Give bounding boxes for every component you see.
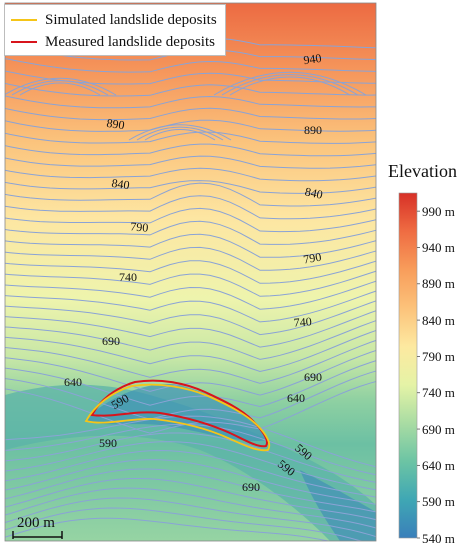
contour-label: 840 (111, 176, 131, 192)
colorbar-ramp (398, 192, 418, 539)
legend-item-measured: Measured landslide deposits (11, 31, 215, 53)
contour-label: 890 (106, 116, 126, 132)
contour-line (5, 381, 376, 434)
contour-line (11, 80, 109, 96)
contour-label: 690 (102, 334, 120, 348)
contour-line (5, 339, 376, 384)
contour-line (5, 415, 376, 468)
contour-label: 790 (130, 219, 149, 235)
contour-line (5, 487, 376, 529)
map-frame (4, 2, 377, 542)
contour-label: 690 (242, 480, 260, 494)
colorbar (398, 192, 420, 539)
contour-label: 740 (119, 270, 137, 284)
colorbar-tick-label: 740 m (422, 385, 455, 401)
measured-line-swatch (11, 41, 37, 43)
contour-line (5, 143, 376, 157)
contour-line (5, 432, 376, 483)
contour-label: 590 (99, 436, 117, 450)
contour-line (221, 74, 359, 96)
terrain-fill (5, 3, 376, 541)
contour-line (5, 195, 376, 220)
colorbar-tick-label: 690 m (422, 421, 455, 437)
contour-label: 640 (287, 391, 305, 405)
legend: Simulated landslide deposits Measured la… (4, 4, 226, 56)
contour-line (5, 441, 376, 491)
contour-line (5, 180, 376, 194)
valley-fill (5, 384, 376, 541)
contour-line (128, 124, 232, 141)
contour-line (5, 478, 376, 521)
contour-line (229, 76, 351, 96)
contour-line (5, 459, 376, 505)
contour-line (213, 71, 367, 96)
contour-label: 790 (302, 250, 322, 267)
contour-line (5, 182, 376, 207)
contour-line (5, 77, 117, 96)
contour-line (5, 468, 376, 513)
contour-label: 740 (293, 314, 312, 329)
contour-line (5, 119, 376, 132)
colorbar-title: Elevation (388, 161, 457, 181)
contour-line (5, 131, 376, 144)
contour-line (5, 280, 376, 310)
contour-line (5, 270, 376, 297)
colorbar-tick-marks (417, 210, 420, 539)
contour-line (5, 220, 376, 245)
simulated-line-swatch (11, 19, 37, 21)
contour-line (5, 449, 376, 498)
scale-bar-label: 200 m (17, 515, 55, 531)
contour-line (5, 497, 376, 538)
colorbar-tick-label: 790 m (422, 348, 455, 364)
contour-label: 940 (303, 51, 323, 67)
contour-line (5, 107, 376, 121)
contour-line (5, 167, 376, 182)
contour-lines (5, 33, 376, 541)
contour-line (5, 320, 376, 360)
contour-label: 840 (304, 184, 325, 201)
colorbar-tick-label: 590 m (422, 494, 455, 510)
contour-line (5, 517, 331, 541)
contour-line (5, 233, 376, 258)
contour-label: 640 (64, 375, 82, 389)
contour-line (5, 246, 376, 271)
simulated-deposit-outline (84, 383, 271, 452)
contour-line (136, 126, 224, 141)
legend-label-measured: Measured landslide deposits (45, 33, 215, 50)
contour-line (5, 155, 376, 169)
colorbar-tick-label: 890 m (422, 276, 455, 292)
contour-line (5, 57, 376, 73)
colorbar-tick-label: 840 m (422, 312, 455, 328)
contour-label: 690 (304, 370, 322, 384)
contour-line (5, 260, 376, 284)
contour-label: 890 (304, 123, 322, 137)
scale-bar (12, 531, 63, 539)
colorbar-tick-label: 640 m (422, 457, 455, 473)
contour-line (5, 370, 376, 420)
contour-line (5, 300, 376, 336)
contour-line (5, 507, 363, 541)
legend-label-simulated: Simulated landslide deposits (45, 11, 217, 28)
colorbar-tick-label: 540 m (422, 530, 455, 546)
contour-line (5, 360, 376, 408)
contour-line (5, 310, 376, 348)
contour-line (5, 329, 376, 373)
contour-line (144, 129, 216, 141)
contour-line (5, 207, 376, 233)
colorbar-tick-label: 990 m (422, 203, 455, 219)
contour-line (5, 349, 376, 396)
contour-line (5, 82, 376, 97)
legend-item-simulated: Simulated landslide deposits (11, 9, 217, 31)
colorbar-tick-label: 940 m (422, 239, 455, 255)
contour-line (19, 82, 101, 96)
contour-line (5, 95, 376, 109)
map-area: 940 890 890 840 840 790 790 740 740 690 690 640 640 5… (5, 3, 376, 541)
contour-line (5, 290, 376, 323)
